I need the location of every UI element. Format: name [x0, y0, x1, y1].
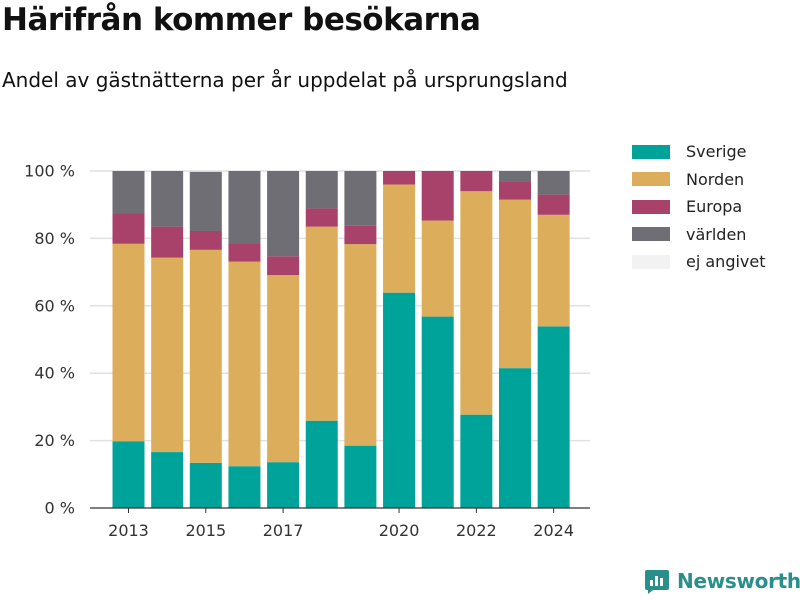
legend-item: Sverige [632, 138, 766, 166]
legend-label: ej angivet [686, 252, 766, 272]
bar-segment [112, 441, 145, 508]
bar-segment [537, 326, 570, 508]
bar-segment [228, 466, 261, 508]
legend-item: världen [632, 221, 766, 249]
legend: Sverige Norden Europa världen ej angivet [632, 138, 766, 276]
bar-segment [189, 171, 222, 231]
bar-segment [305, 208, 338, 227]
bar-segment [151, 171, 184, 227]
newsworthy-logo: Newsworthy [644, 568, 800, 594]
x-tick-label: 2015 [185, 521, 226, 540]
bar-segment [344, 445, 377, 508]
bar-segment [383, 171, 416, 185]
bar-series [112, 171, 570, 508]
bar-segment [228, 261, 261, 467]
bar-segment [537, 214, 570, 327]
bar-segment [305, 420, 338, 508]
legend-label: Norden [686, 169, 745, 189]
bar-segment [421, 220, 454, 317]
legend-swatch [632, 172, 670, 187]
bar-segment [151, 452, 184, 508]
bar-segment [267, 256, 300, 276]
legend-label: Sverige [686, 142, 747, 162]
bar-segment [344, 171, 377, 226]
bar-segment [383, 292, 416, 508]
y-tick-label: 40 % [34, 364, 75, 383]
bar-segment [305, 226, 338, 421]
bar-segment [537, 194, 570, 215]
bar-segment [537, 171, 570, 195]
bar-segment [344, 244, 377, 446]
legend-item: ej angivet [632, 248, 766, 276]
y-tick-label: 0 % [45, 499, 75, 518]
y-tick-label: 60 % [34, 296, 75, 315]
y-tick-label: 80 % [34, 229, 75, 248]
bar-segment [267, 275, 300, 463]
legend-item: Norden [632, 166, 766, 194]
chart-title: Härifrån kommer besökarna [2, 2, 481, 38]
x-tick-label: 2024 [533, 521, 574, 540]
bar-segment [499, 171, 531, 182]
bar-segment [228, 171, 261, 244]
newsworthy-logo-icon [645, 570, 669, 594]
bar-segment [112, 171, 145, 214]
legend-swatch [632, 227, 670, 242]
legend-swatch [632, 254, 670, 269]
x-tick-label: 2017 [263, 521, 304, 540]
bar-segment [499, 181, 531, 200]
y-tick-label: 20 % [34, 431, 75, 450]
x-tick-label: 2020 [379, 521, 420, 540]
bar-segment [460, 171, 493, 192]
bar-segment [228, 243, 261, 262]
bar-segment [189, 462, 222, 508]
bar-segment [189, 230, 222, 250]
legend-item: Europa [632, 193, 766, 221]
legend-label: världen [686, 224, 747, 244]
x-tick-label: 2013 [108, 521, 149, 540]
bar-segment [151, 257, 184, 453]
legend-label: Europa [686, 197, 743, 217]
brand-name: Newsworthy [677, 569, 800, 593]
bar-segment [189, 171, 222, 172]
bar-segment [267, 171, 300, 257]
bar-segment [499, 199, 531, 369]
legend-swatch [632, 144, 670, 159]
x-tick-label: 2022 [456, 521, 497, 540]
legend-swatch [632, 199, 670, 214]
bar-segment [267, 462, 300, 508]
bar-segment [305, 171, 338, 209]
bar-segment [151, 226, 184, 258]
bar-segment [344, 225, 377, 245]
bar-segment [421, 171, 454, 221]
axes: 0 % 20 % 40 % 60 % 80 % 100 % 2013 2015 2017 2020… [24, 162, 590, 540]
bar-segment [460, 414, 493, 508]
bar-segment [383, 184, 416, 293]
chart-subtitle: Andel av gästnätterna per år uppdelat på… [2, 68, 568, 92]
bar-segment [112, 243, 145, 442]
bar-segment [499, 368, 531, 508]
bar-segment [421, 316, 454, 508]
bar-segment [189, 249, 222, 463]
bar-segment [112, 213, 145, 244]
y-tick-label: 100 % [24, 162, 75, 181]
bar-segment [460, 191, 493, 415]
